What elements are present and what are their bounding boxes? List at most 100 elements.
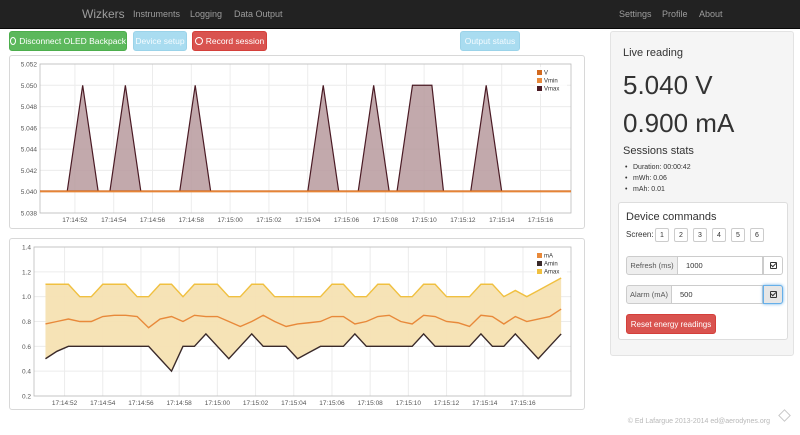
x-tick-label: 17:14:54 xyxy=(101,217,127,224)
x-tick-label: 17:14:56 xyxy=(128,400,154,407)
voltage-reading: 5.040 V xyxy=(623,70,713,100)
y-tick-label: 0.4 xyxy=(22,369,31,376)
x-tick-label: 17:15:12 xyxy=(434,400,460,407)
device-setup-button[interactable]: Device setup xyxy=(133,31,187,51)
screen-button-2[interactable]: 2 xyxy=(674,228,688,242)
vmax-peak-line xyxy=(357,85,390,192)
navbar: Wizkers Instruments Logging Data Output … xyxy=(0,0,800,29)
vmax-peak-line xyxy=(307,85,340,192)
voltage-chart-panel: 5.052 5.050 5.048 5.046 5.044 5.042 5.040 5.038… xyxy=(9,55,585,229)
x-tick-label: 17:14:54 xyxy=(90,400,116,407)
vmax-peak-line xyxy=(179,85,212,192)
y-tick-label: 5.048 xyxy=(21,104,38,111)
screen-label: Screen: xyxy=(626,230,654,239)
legend-label: mA xyxy=(544,254,553,260)
refresh-input[interactable]: 1000 xyxy=(678,256,763,275)
y-tick-label: 5.042 xyxy=(21,168,38,175)
voltage-chart: 5.052 5.050 5.048 5.046 5.044 5.042 5.040 5.038… xyxy=(21,62,572,224)
x-tick-label: 17:15:02 xyxy=(256,217,282,224)
ma-series-line xyxy=(45,308,562,329)
resize-handle-icon xyxy=(778,409,791,422)
x-tick-label: 17:15:10 xyxy=(411,217,437,224)
y-tick-label: 5.052 xyxy=(21,62,38,69)
x-tick-label: 17:15:04 xyxy=(281,400,307,407)
reset-energy-button[interactable]: Reset energy readings xyxy=(626,314,716,334)
brand-logo[interactable]: Wizkers xyxy=(82,7,125,21)
refresh-apply-button[interactable] xyxy=(763,256,783,275)
screen-button-6[interactable]: 6 xyxy=(750,228,764,242)
screen-button-5[interactable]: 5 xyxy=(731,228,745,242)
footer-copyright: © Ed Lafargue 2013-2014 ed@aerodynes.org xyxy=(627,418,770,425)
live-reading-heading: Live reading xyxy=(623,47,683,59)
x-tick-label: 17:15:08 xyxy=(373,217,399,224)
power-icon xyxy=(10,37,17,45)
alarm-input[interactable]: 500 xyxy=(672,285,763,304)
legend-swatch xyxy=(537,70,542,75)
nav-profile[interactable]: Profile xyxy=(662,9,688,19)
voltage-peak-area xyxy=(470,85,502,192)
screen-button-3[interactable]: 3 xyxy=(693,228,707,242)
x-tick-label: 17:15:14 xyxy=(489,217,515,224)
x-tick-label: 17:15:04 xyxy=(295,217,321,224)
legend-swatch xyxy=(537,253,542,258)
legend-label: Vmin xyxy=(544,79,558,85)
y-tick-label: 0.2 xyxy=(22,394,31,401)
session-stats-heading: Sessions stats xyxy=(623,145,694,157)
y-tick-label: 0.6 xyxy=(22,344,31,351)
y-tick-label: 5.040 xyxy=(21,189,38,196)
nav-instruments[interactable]: Instruments xyxy=(133,9,181,19)
nav-settings[interactable]: Settings xyxy=(619,9,652,19)
vmax-peak-line xyxy=(109,85,142,192)
screen-button-4[interactable]: 4 xyxy=(712,228,726,242)
output-status-button[interactable]: Output status xyxy=(460,31,520,51)
x-tick-label: 17:15:10 xyxy=(396,400,422,407)
refresh-label: Refresh (ms) xyxy=(626,256,678,275)
refresh-input-group: Refresh (ms) 1000 xyxy=(626,256,783,275)
nav-data-output[interactable]: Data Output xyxy=(234,9,283,19)
check-icon xyxy=(769,291,777,298)
screen-button-1[interactable]: 1 xyxy=(655,228,669,242)
record-session-button[interactable]: Record session xyxy=(192,31,267,51)
y-tick-label: 1.0 xyxy=(22,294,31,301)
current-chart-panel: 1.4 1.2 1.0 0.8 0.6 0.4 0.2 17:14:52 17:14:54 17:… xyxy=(9,238,585,410)
y-tick-label: 5.044 xyxy=(21,147,38,154)
stat-duration: Duration: 00:00:42 xyxy=(625,164,691,171)
legend-swatch xyxy=(537,261,542,266)
plot-frame xyxy=(33,246,572,397)
voltage-peak-area xyxy=(307,85,339,192)
voltage-peak-area xyxy=(109,85,141,192)
current-chart: 1.4 1.2 1.0 0.8 0.6 0.4 0.2 17:14:52 17:14:54 17:… xyxy=(22,245,572,407)
x-tick-label: 17:15:16 xyxy=(528,217,554,224)
disconnect-label: Disconnect OLED Backpack xyxy=(19,36,126,46)
legend-swatch xyxy=(537,86,542,91)
device-setup-label: Device setup xyxy=(135,36,185,46)
x-tick-label: 17:15:16 xyxy=(510,400,536,407)
record-session-label: Record session xyxy=(205,36,265,46)
legend-swatch xyxy=(537,269,542,274)
y-tick-label: 0.8 xyxy=(22,319,31,326)
amin-series-line xyxy=(45,332,562,373)
disconnect-button[interactable]: Disconnect OLED Backpack xyxy=(9,31,127,51)
x-tick-label: 17:14:52 xyxy=(62,217,88,224)
voltage-peak-area xyxy=(179,85,211,192)
nav-about[interactable]: About xyxy=(699,9,723,19)
alarm-apply-button[interactable] xyxy=(763,285,783,304)
x-tick-label: 17:15:12 xyxy=(450,217,476,224)
y-tick-label: 1.2 xyxy=(22,269,31,276)
nav-logging[interactable]: Logging xyxy=(190,9,223,19)
y-tick-label: 1.4 xyxy=(22,245,31,252)
vmax-peak-line xyxy=(396,84,445,192)
y-tick-label: 5.046 xyxy=(21,125,38,132)
plot-frame xyxy=(39,63,572,214)
vmax-peak-line xyxy=(470,85,503,192)
device-commands-heading: Device commands xyxy=(626,211,717,223)
legend-swatch xyxy=(537,78,542,83)
current-reading: 0.900 mA xyxy=(623,108,735,138)
vmax-peak-line xyxy=(66,85,99,192)
x-tick-label: 17:15:00 xyxy=(205,400,231,407)
legend-label: Amin xyxy=(544,262,558,268)
x-tick-label: 17:14:58 xyxy=(167,400,193,407)
stat-mah: mAh: 0.01 xyxy=(625,186,665,193)
amax-series-line xyxy=(45,277,562,298)
y-tick-label: 5.038 xyxy=(21,211,38,218)
